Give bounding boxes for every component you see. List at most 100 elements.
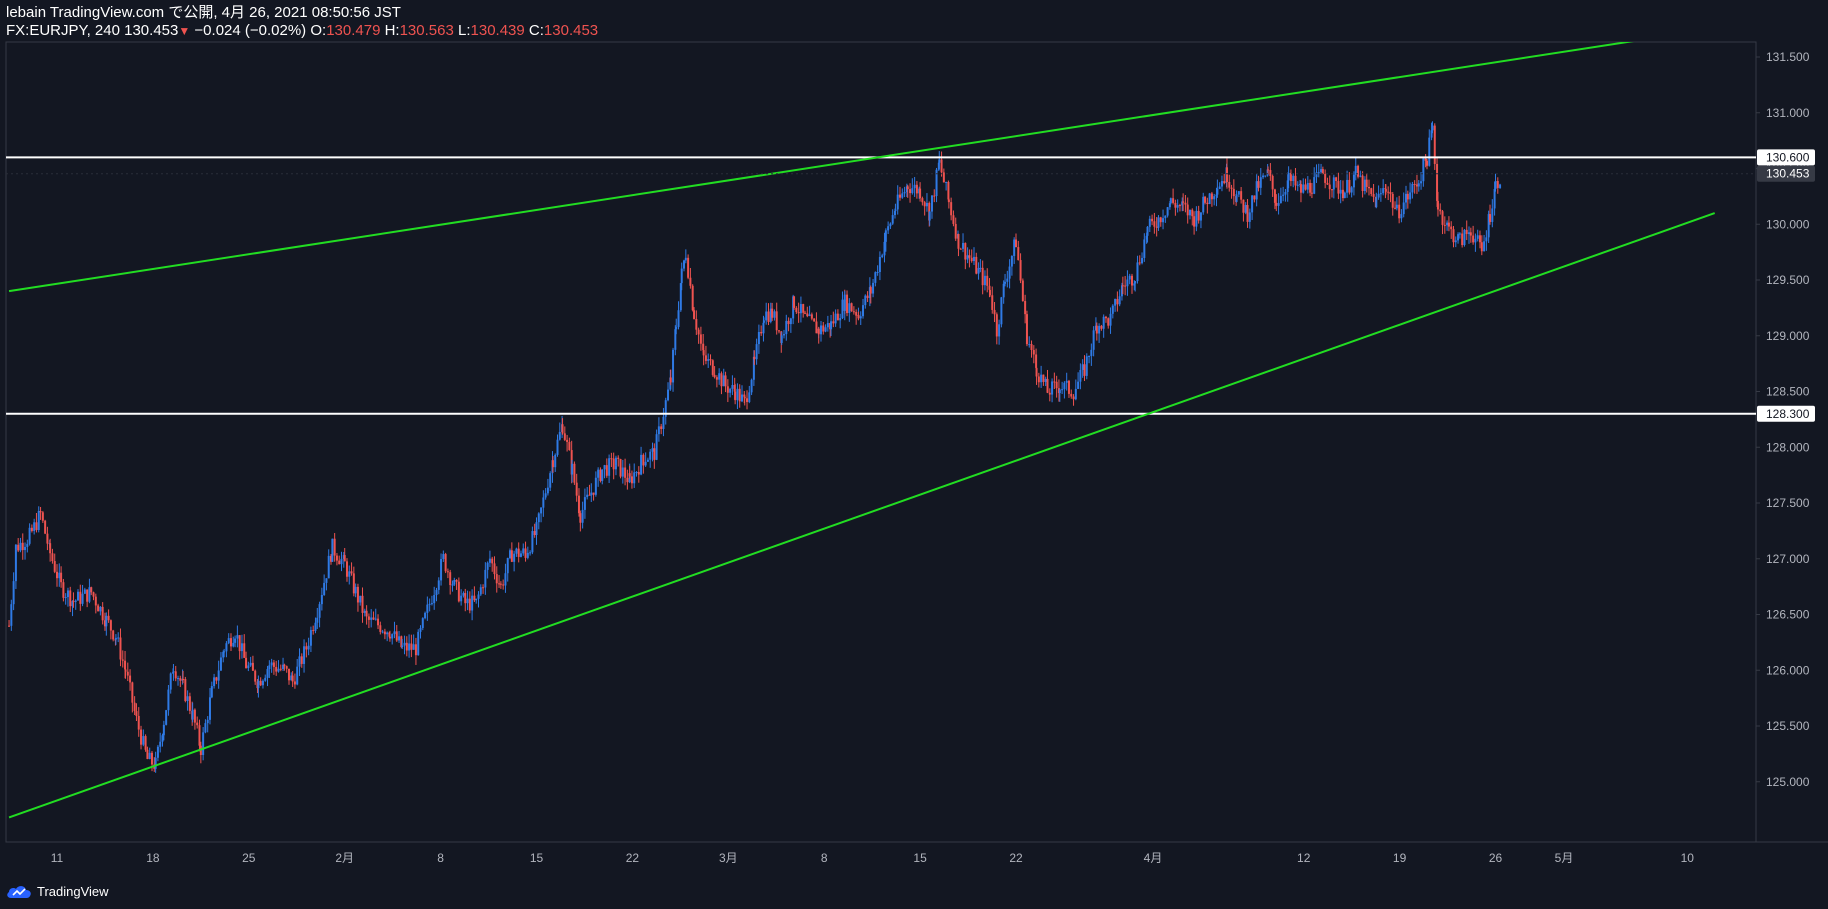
candle-body: [1178, 205, 1181, 207]
candle-body: [590, 492, 593, 496]
candle-body: [1128, 275, 1131, 280]
candle-body: [408, 643, 411, 651]
candle-body: [586, 494, 589, 498]
plot-area[interactable]: [5, 41, 1757, 843]
price-axis[interactable]: 131.500131.000130.500130.000129.500129.0…: [6, 50, 1815, 789]
price-tick-label: 129.000: [1766, 329, 1810, 343]
candle-body: [1168, 203, 1171, 208]
candle-body: [610, 458, 613, 460]
candle-body: [12, 581, 15, 605]
candle-body: [1223, 181, 1226, 184]
candle-body: [966, 255, 969, 260]
candle-body: [894, 209, 897, 212]
horizontal-lines-layer[interactable]: [6, 156, 1756, 415]
candle-body: [359, 595, 362, 603]
candle-body: [10, 604, 13, 626]
candle-body: [377, 618, 380, 626]
candle-body: [46, 533, 49, 544]
candle-body: [213, 677, 216, 687]
candle-body: [352, 573, 355, 594]
candle-body: [1348, 179, 1351, 193]
candle-body: [568, 441, 571, 451]
candle-body: [1176, 205, 1179, 208]
trendline[interactable]: [8, 212, 1716, 819]
candle-body: [1081, 364, 1084, 370]
trendline[interactable]: [8, 38, 1653, 293]
candle-body: [655, 434, 658, 460]
candle-body: [191, 709, 194, 720]
candle-body: [1450, 226, 1453, 230]
candle-body: [675, 326, 678, 330]
candle-body: [903, 192, 906, 194]
candle-body: [979, 267, 982, 269]
candle-body: [363, 610, 366, 613]
time-axis[interactable]: 11 18 25 2月 8 15 22 3月 8 15 22 4月 12 19 26 5月 10: [51, 851, 1695, 865]
candle-body: [891, 215, 894, 224]
candle-body: [144, 736, 147, 750]
candle-body: [26, 543, 29, 547]
candle-body: [486, 562, 489, 570]
candle-body: [1365, 179, 1368, 187]
candle-body: [709, 359, 712, 361]
candle-body: [437, 580, 440, 590]
candle-body: [1244, 205, 1247, 213]
candle-body: [261, 680, 264, 686]
candle-body: [947, 199, 950, 203]
candle-body: [614, 465, 617, 470]
high-label: H:: [384, 22, 400, 39]
candle-body: [626, 477, 629, 483]
candle-body: [970, 257, 973, 262]
candle-body: [1317, 172, 1320, 174]
candle-body: [340, 558, 343, 565]
candle-body: [1246, 205, 1249, 222]
candle-body: [1489, 214, 1492, 222]
down-arrow-icon: ▼: [178, 24, 191, 38]
candle-body: [679, 283, 682, 311]
candle-body: [477, 594, 480, 599]
candle-body: [522, 548, 525, 554]
candle-body: [227, 638, 230, 644]
candle-body: [1494, 181, 1497, 190]
candle-body: [140, 729, 143, 745]
candle-body: [1232, 188, 1235, 197]
candle-body: [515, 548, 518, 554]
candle-body: [1067, 380, 1070, 394]
candle-body: [1157, 217, 1160, 228]
candle-body: [687, 257, 690, 278]
candle-body: [857, 314, 860, 319]
candle-body: [1417, 183, 1420, 187]
candle-body: [1413, 183, 1416, 185]
candle-body: [524, 552, 527, 558]
candle-body: [457, 581, 460, 602]
candle-body: [531, 531, 534, 553]
candle-body: [506, 558, 509, 574]
candle-body: [468, 598, 471, 611]
candle-body: [1035, 354, 1038, 368]
candle-body: [702, 343, 705, 351]
candle-body: [1169, 198, 1172, 204]
candle-body: [1104, 316, 1107, 319]
candle-body: [738, 388, 741, 402]
line-price-label: 128.300: [1766, 407, 1810, 421]
candle-body: [1184, 202, 1187, 205]
candle-body: [442, 554, 445, 560]
time-tick-label: 22: [626, 851, 640, 865]
candle-body: [594, 477, 597, 495]
candle-body: [1092, 330, 1095, 350]
candle-body: [161, 735, 164, 742]
candle-body: [1436, 163, 1439, 201]
candle-body: [540, 507, 543, 514]
price-tick-label: 125.000: [1766, 775, 1810, 789]
trendlines-layer[interactable]: [8, 38, 1716, 819]
candle-body: [309, 630, 312, 646]
candle-body: [848, 303, 851, 314]
candle-body: [657, 426, 660, 435]
candle-body: [393, 631, 396, 635]
candle-body: [403, 642, 406, 646]
candle-body: [601, 469, 604, 481]
candle-body: [962, 243, 965, 249]
candle-body: [1048, 392, 1051, 395]
symbol-label[interactable]: FX:EURJPY, 240: [6, 22, 120, 39]
candle-body: [1286, 180, 1289, 192]
